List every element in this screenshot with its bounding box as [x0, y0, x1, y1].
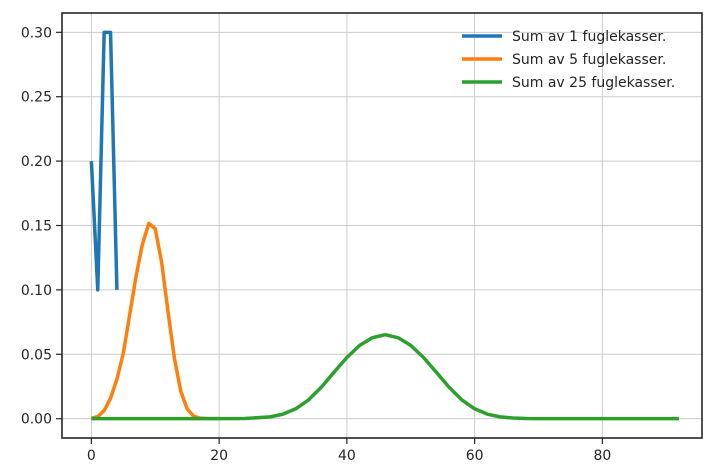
y-tick-label-0: 0.00 [21, 412, 52, 428]
series-line-0 [89, 30, 119, 292]
y-tick-label-1: 0.05 [21, 347, 52, 363]
x-tick-label-0: 0 [87, 448, 96, 464]
legend-label-2: Sum av 25 fuglekasser. [512, 75, 675, 91]
x-tick-label-4: 80 [593, 448, 611, 464]
series-line-1 [90, 221, 220, 421]
x-tick-label-1: 20 [210, 448, 228, 464]
y-tick-label-5: 0.25 [21, 90, 52, 106]
y-tick-label-2: 0.10 [21, 283, 52, 299]
series-line-2 [91, 332, 680, 421]
legend: Sum av 1 fuglekasser. Sum av 5 fuglekasse… [462, 29, 675, 91]
x-tick-label-2: 40 [338, 448, 356, 464]
y-tick-label-6: 0.30 [21, 25, 52, 41]
y-tick-label-4: 0.20 [21, 154, 52, 170]
axes: 0 20 40 60 80 0.00 0.05 0.10 0.15 0.20 0.25 0.30 [21, 12, 703, 464]
legend-label-0: Sum av 1 fuglekasser. [512, 29, 666, 45]
x-tick-label-3: 60 [466, 448, 484, 464]
legend-label-1: Sum av 5 fuglekasser. [512, 52, 666, 68]
y-tick-label-3: 0.15 [21, 219, 52, 235]
series-lines [89, 30, 680, 421]
